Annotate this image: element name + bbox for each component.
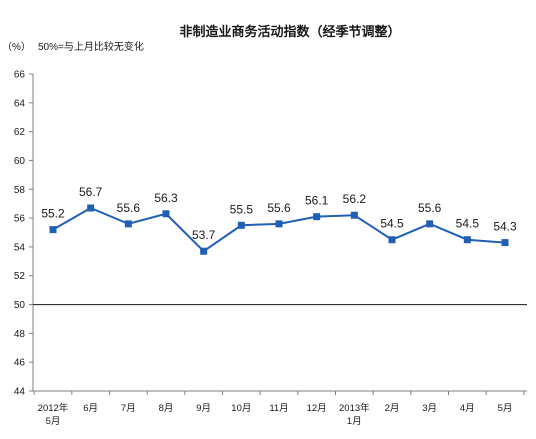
data-point [275,220,283,228]
x-tick-label-line: 5月 [46,416,61,427]
x-tick-label: 2013年 1月 [339,402,370,427]
baseline-note: 50%=与上月比较无变化 [38,40,144,53]
data-point [350,211,358,219]
data-point [162,210,170,218]
x-tick-label: 8月 [159,403,174,414]
data-point [426,220,434,228]
x-tick-label-line: 12月 [307,403,327,414]
x-tick-label: 6月 [83,403,98,414]
data-point [87,204,95,212]
y-tick-label: 52 [14,271,26,282]
data-point [49,226,57,234]
x-tick-label-line: 5月 [498,403,513,414]
x-tick-label-line: 3月 [422,403,437,414]
y-tick-label: 48 [14,329,26,340]
x-tick-label-line: 6月 [83,403,98,414]
data-point [388,236,396,244]
y-tick-label: 50 [14,300,26,311]
y-tick-label: 46 [14,358,26,369]
data-point [237,221,245,229]
x-tick-label-line: 2013年 [339,402,370,414]
x-tick-label-line: 2月 [385,403,400,414]
data-label: 53.7 [192,228,216,242]
x-tick-label: 10月 [231,403,251,414]
x-tick-label: 2012年 5月 [38,402,69,427]
x-tick-label-line: 10月 [231,403,251,414]
x-tick-label-line: 8月 [159,403,174,414]
data-label: 56.1 [305,194,329,208]
data-point [463,236,471,244]
x-tick-label-line: 11月 [269,403,288,414]
plot-area: 44 46 48 50 52 54 56 58 60 62 64 66 2012年 5月 6月 7月 8月 9月 1… [14,70,527,427]
x-tick-label: 9月 [196,403,211,414]
data-point [124,220,132,228]
data-label: 56.3 [154,191,178,205]
x-tick-label-line: 9月 [196,403,211,414]
x-tick-label: 7月 [121,403,136,414]
x-tick-label: 12月 [307,403,327,414]
data-label: 54.3 [493,220,517,234]
data-label: 54.5 [456,217,480,231]
data-label: 54.5 [380,217,404,231]
y-tick-label: 62 [14,127,26,138]
x-tick-label: 4月 [460,403,475,414]
data-label: 55.6 [418,201,442,215]
x-tick-label: 11月 [269,403,288,414]
data-point [313,213,321,221]
data-label: 56.7 [79,185,103,199]
y-tick-label: 60 [14,156,26,167]
data-label: 55.6 [267,201,291,215]
x-tick-label-line: 1月 [347,416,362,427]
x-tick-label-line: 7月 [121,403,136,414]
chart-title: 非制造业商务活动指数（经季节调整） [179,24,400,39]
x-tick-label-line: 4月 [460,403,475,414]
data-label: 55.6 [117,201,141,215]
x-tick-label: 2月 [385,403,400,414]
data-point [501,239,509,247]
unit-label: （%） [2,41,31,53]
y-tick-label: 66 [14,70,26,81]
data-label: 56.2 [343,192,367,206]
x-tick-label: 5月 [498,403,513,414]
y-tick-label: 58 [14,185,26,196]
y-tick-label: 56 [14,214,26,225]
data-label: 55.5 [230,202,254,216]
y-tick-label: 64 [14,98,26,109]
y-tick-label: 54 [14,242,26,253]
x-tick-label-line: 2012年 [38,402,69,414]
data-label: 55.2 [41,207,65,221]
y-tick-label: 44 [14,387,26,398]
data-point [200,247,208,255]
x-tick-label: 3月 [422,403,437,414]
